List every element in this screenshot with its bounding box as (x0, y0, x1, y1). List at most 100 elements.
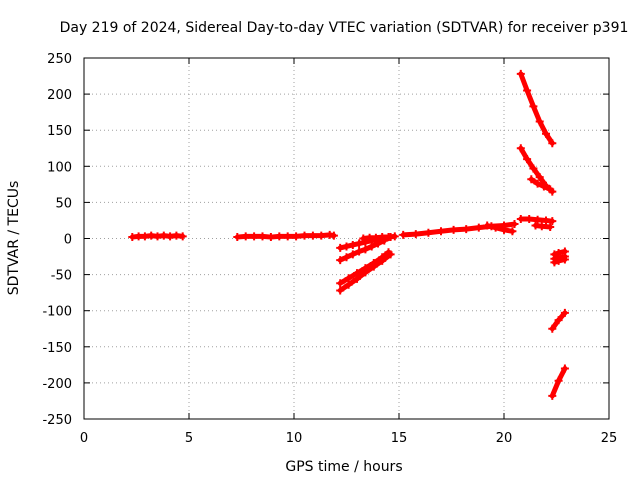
data-point (537, 222, 546, 231)
data-point (353, 274, 361, 283)
y-tick-label: -200 (42, 377, 72, 392)
data-point (554, 376, 563, 385)
data-point (336, 243, 345, 252)
data-segment (531, 221, 555, 231)
y-tick-label: 200 (47, 88, 72, 103)
data-point (546, 222, 555, 231)
data-point (529, 102, 538, 111)
data-point (411, 230, 420, 239)
data-segment (548, 308, 569, 333)
y-tick-label: 250 (47, 52, 72, 67)
data-point (483, 221, 492, 230)
data-point (390, 232, 399, 241)
data-point (317, 231, 326, 240)
data-segment (128, 231, 187, 242)
data-point (266, 233, 275, 242)
data-trace (549, 378, 562, 399)
y-tick-label: 100 (47, 160, 72, 175)
data-segment (359, 232, 399, 243)
data-point (292, 232, 301, 241)
data-point (342, 253, 351, 262)
data-point (336, 256, 345, 265)
data-segment (336, 250, 395, 295)
x-tick-label: 5 (185, 431, 193, 446)
axis-ticks (83, 57, 610, 420)
x-tick-label: 0 (80, 431, 88, 446)
x-tick-label: 20 (496, 431, 513, 446)
data-segment (550, 252, 569, 263)
y-tick-label: -100 (42, 305, 72, 320)
data-point (386, 250, 395, 259)
data-point (529, 164, 538, 173)
data-point (348, 240, 357, 249)
y-axis-label: SDTVAR / TECUs (6, 181, 22, 296)
data-segment (527, 175, 555, 194)
data-point (462, 225, 471, 234)
data-point (336, 286, 345, 295)
data-point (560, 364, 569, 373)
data-point (500, 225, 508, 234)
data-segment (516, 215, 557, 226)
data-segment (336, 236, 389, 265)
data-point (355, 247, 364, 256)
y-tick-label: -250 (42, 413, 72, 428)
data-point (250, 232, 259, 241)
chart-title: Day 219 of 2024, Sidereal Day-to-day VTE… (60, 20, 629, 36)
data-point (329, 231, 338, 240)
data-point (527, 175, 536, 184)
x-tick-label: 25 (601, 431, 618, 446)
data-segment (483, 221, 517, 236)
data-point (378, 256, 387, 265)
data-point (344, 280, 353, 289)
data-point (535, 117, 544, 126)
data-point (560, 308, 569, 317)
data-point (548, 139, 557, 148)
data-trace (524, 87, 536, 109)
data-trace (543, 131, 555, 146)
data-point (342, 242, 351, 251)
data-point (241, 232, 250, 241)
data-point (258, 232, 267, 241)
data-point (533, 215, 542, 224)
data-point (178, 232, 187, 241)
data-point (535, 173, 544, 182)
data-point (367, 242, 376, 251)
data-segment (516, 69, 557, 148)
data-point (437, 227, 445, 236)
data-trace (518, 71, 530, 93)
data-segment (548, 364, 569, 400)
data-point (508, 227, 517, 236)
data-segment (233, 230, 338, 242)
x-tick-labels: 0 5 10 15 20 25 (80, 431, 617, 446)
data-point (533, 179, 542, 188)
data-point (300, 231, 309, 240)
data-point (548, 391, 557, 400)
data-point (275, 232, 284, 241)
data-trace (379, 251, 394, 264)
data-point (424, 228, 433, 237)
data-point (491, 223, 500, 232)
data-point (554, 253, 563, 262)
data-point (449, 225, 458, 234)
data-point (539, 182, 548, 191)
data-point (542, 129, 550, 138)
data-point (374, 239, 382, 248)
data-trace (556, 310, 568, 323)
data-point (283, 232, 292, 241)
x-axis-label: GPS time / hours (285, 459, 402, 475)
data-point (474, 223, 483, 232)
data-point (560, 252, 569, 261)
data-point (510, 220, 519, 229)
data-point (516, 215, 525, 224)
data-point (361, 268, 370, 277)
data-point (516, 144, 525, 153)
data-point (348, 250, 357, 259)
data-point (233, 233, 242, 242)
data-point (355, 239, 364, 248)
y-tick-label: -150 (42, 341, 72, 356)
data-point (361, 245, 370, 254)
data-point (523, 86, 532, 95)
y-tick-label: 150 (47, 124, 72, 139)
